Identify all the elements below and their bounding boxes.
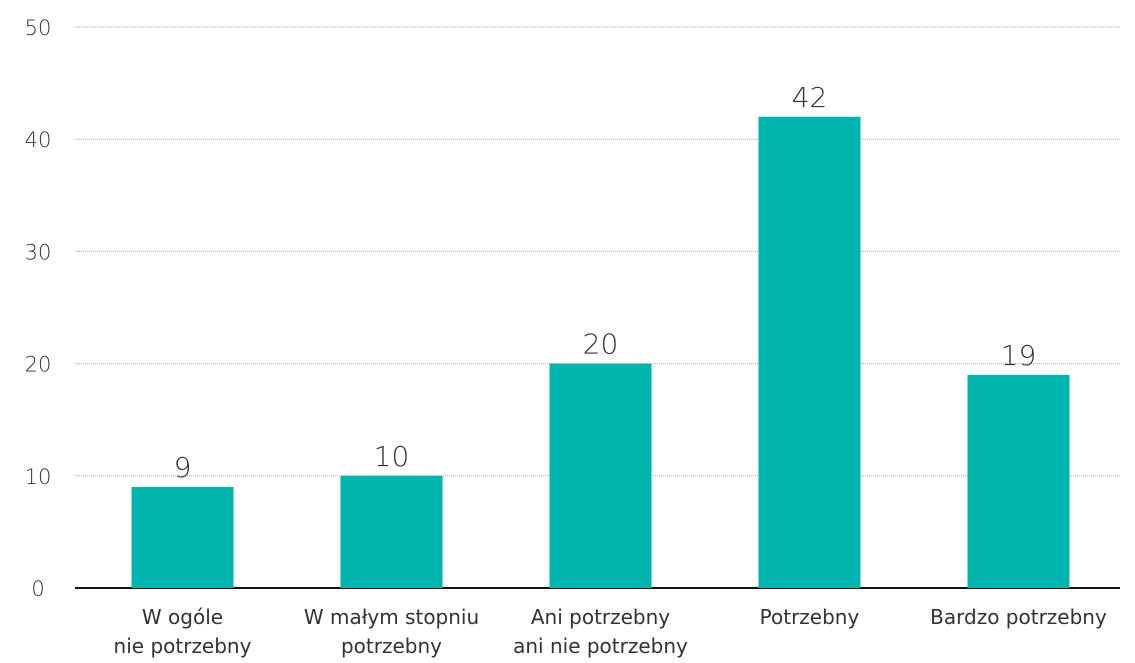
bar [758,116,861,588]
y-tick-label: 0 [31,577,44,601]
bar [131,487,234,588]
value-label: 9 [174,451,192,484]
x-tick-label: Ani potrzebny ani nie potrzebny [513,605,688,658]
value-label: 19 [1001,339,1037,372]
y-tick-label: 20 [25,353,52,377]
y-tick-label: 30 [25,240,52,264]
value-label: 10 [374,440,410,473]
y-tick-label: 40 [25,128,52,152]
value-label: 42 [792,81,828,114]
y-tick-label: 50 [25,16,52,40]
x-tick-label: Potrzebny [760,605,860,629]
bar [340,475,443,588]
y-tick-label: 10 [25,465,52,489]
x-tick-label: Bardzo potrzebny [930,605,1107,629]
bar [967,374,1070,588]
bar [549,363,652,588]
x-tick-label: W ogóle nie potrzebny [114,605,252,658]
value-label: 20 [583,328,619,361]
x-tick-label: W małym stopniu potrzebny [304,605,479,658]
